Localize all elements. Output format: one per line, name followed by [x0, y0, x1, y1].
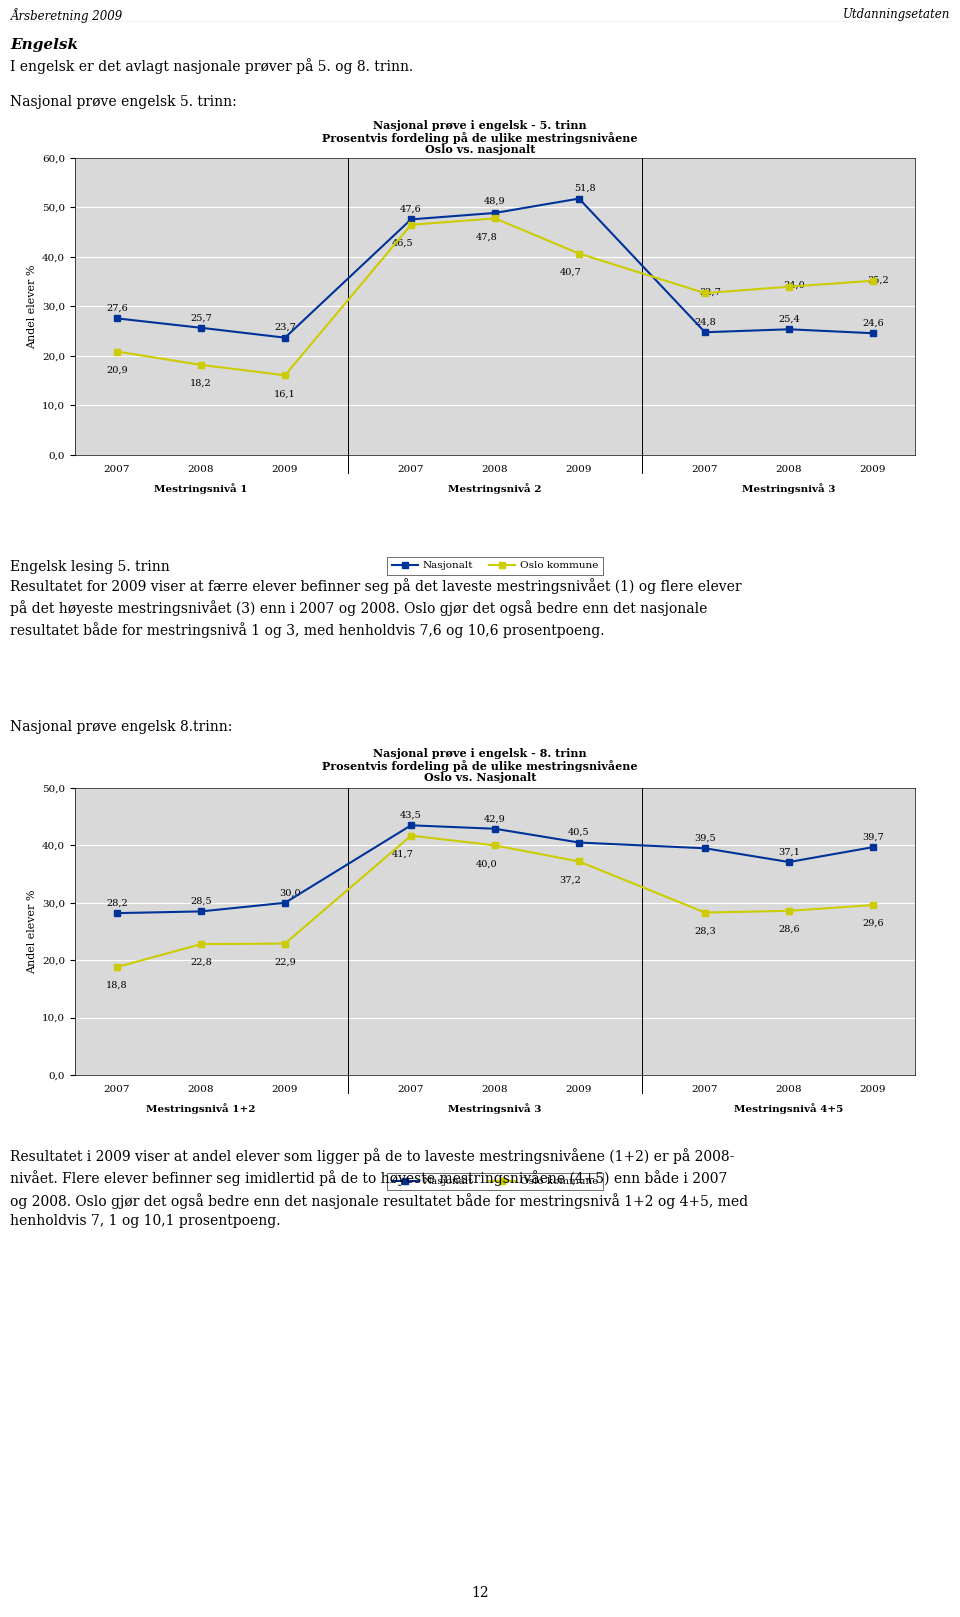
Text: 27,6: 27,6 — [107, 304, 128, 312]
Text: 20,9: 20,9 — [107, 365, 128, 375]
Text: 22,8: 22,8 — [190, 957, 212, 967]
Text: Engelsk: Engelsk — [10, 39, 78, 52]
Text: 34,0: 34,0 — [783, 281, 805, 289]
Text: Resultatet for 2009 viser at færre elever befinner seg på det laveste mestringsn: Resultatet for 2009 viser at færre eleve… — [10, 577, 742, 639]
Text: Mestringsnivå 3: Mestringsnivå 3 — [742, 483, 836, 493]
Text: Nasjonal prøve i engelsk - 5. trinn: Nasjonal prøve i engelsk - 5. trinn — [373, 120, 587, 131]
Text: Utdanningsetaten: Utdanningsetaten — [843, 8, 950, 21]
Text: Mestringsnivå 3: Mestringsnivå 3 — [448, 1103, 541, 1114]
Text: 18,8: 18,8 — [107, 982, 128, 990]
Text: 41,7: 41,7 — [392, 849, 414, 859]
Text: 40,5: 40,5 — [568, 828, 589, 838]
Text: 40,7: 40,7 — [560, 267, 582, 277]
Text: Resultatet i 2009 viser at andel elever som ligger på de to laveste mestringsniv: Resultatet i 2009 viser at andel elever … — [10, 1148, 748, 1227]
Text: 25,7: 25,7 — [190, 314, 212, 322]
Text: Oslo vs. Nasjonalt: Oslo vs. Nasjonalt — [423, 771, 537, 783]
Text: 30,0: 30,0 — [279, 888, 301, 897]
Text: Prosentvis fordeling på de ulike mestringsnivåene: Prosentvis fordeling på de ulike mestrin… — [323, 760, 637, 771]
Text: Prosentvis fordeling på de ulike mestringsnivåene: Prosentvis fordeling på de ulike mestrin… — [323, 133, 637, 144]
Y-axis label: Andel elever %: Andel elever % — [27, 264, 36, 349]
Text: 28,5: 28,5 — [190, 897, 212, 906]
Text: Mestringsnivå 2: Mestringsnivå 2 — [448, 483, 541, 493]
Text: 29,6: 29,6 — [862, 918, 884, 928]
Text: I engelsk er det avlagt nasjonale prøver på 5. og 8. trinn.: I engelsk er det avlagt nasjonale prøver… — [10, 58, 413, 74]
Text: 23,7: 23,7 — [274, 323, 296, 331]
Text: 51,8: 51,8 — [574, 184, 595, 192]
Text: 48,9: 48,9 — [484, 197, 506, 205]
Text: Nasjonal prøve engelsk 8.trinn:: Nasjonal prøve engelsk 8.trinn: — [10, 720, 232, 734]
Text: 46,5: 46,5 — [392, 239, 414, 247]
Text: 28,6: 28,6 — [779, 925, 800, 933]
Text: 47,6: 47,6 — [400, 205, 421, 213]
Text: Mestringsnivå 1+2: Mestringsnivå 1+2 — [146, 1103, 255, 1114]
Text: 24,6: 24,6 — [862, 319, 884, 328]
Text: 37,2: 37,2 — [560, 875, 582, 884]
Text: 37,1: 37,1 — [778, 847, 800, 857]
Text: Engelsk lesing 5. trinn: Engelsk lesing 5. trinn — [10, 559, 170, 574]
Text: 47,8: 47,8 — [476, 233, 497, 241]
Text: 35,2: 35,2 — [868, 275, 889, 285]
Text: 32,7: 32,7 — [700, 288, 722, 296]
Text: Oslo vs. nasjonalt: Oslo vs. nasjonalt — [425, 144, 535, 155]
Text: 12: 12 — [471, 1586, 489, 1599]
Text: Nasjonal prøve engelsk 5. trinn:: Nasjonal prøve engelsk 5. trinn: — [10, 95, 237, 108]
Text: 22,9: 22,9 — [275, 957, 296, 967]
Text: Mestringsnivå 4+5: Mestringsnivå 4+5 — [734, 1103, 844, 1114]
Text: Mestringsnivå 1: Mestringsnivå 1 — [155, 483, 248, 493]
Legend: Nasjonalt, Oslo kommune: Nasjonalt, Oslo kommune — [387, 1172, 603, 1190]
Text: 28,2: 28,2 — [107, 899, 128, 907]
Text: 43,5: 43,5 — [400, 810, 421, 820]
Text: Årsberetning 2009: Årsberetning 2009 — [10, 8, 122, 23]
Text: 39,5: 39,5 — [694, 834, 716, 842]
Text: 42,9: 42,9 — [484, 815, 506, 823]
Y-axis label: Andel elever %: Andel elever % — [27, 889, 36, 973]
Text: 25,4: 25,4 — [779, 315, 800, 323]
Legend: Nasjonalt, Oslo kommune: Nasjonalt, Oslo kommune — [387, 556, 603, 574]
Text: 16,1: 16,1 — [275, 390, 296, 398]
Text: 18,2: 18,2 — [190, 378, 212, 388]
Text: 24,8: 24,8 — [694, 317, 716, 327]
Text: 28,3: 28,3 — [694, 927, 716, 936]
Text: 39,7: 39,7 — [862, 833, 884, 841]
Text: 40,0: 40,0 — [476, 859, 497, 868]
Text: Nasjonal prøve i engelsk - 8. trinn: Nasjonal prøve i engelsk - 8. trinn — [373, 749, 587, 758]
